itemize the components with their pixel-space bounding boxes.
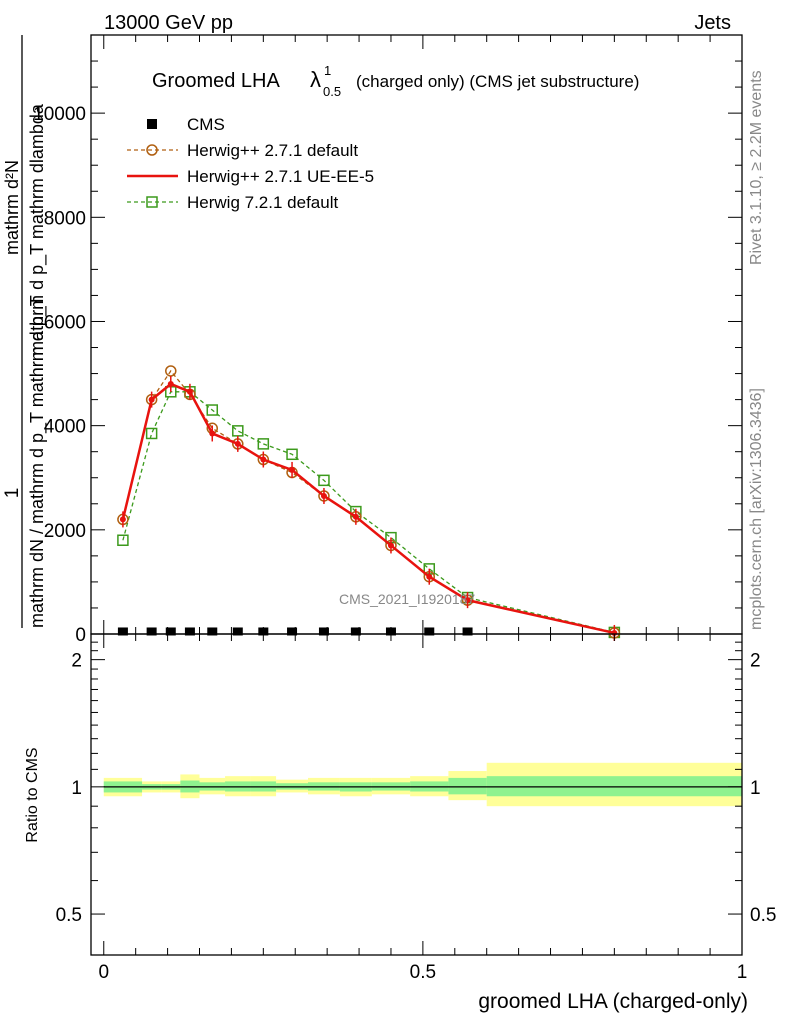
ratio-xlabel: groomed LHA (charged-only) — [478, 990, 748, 1013]
ylabel-one: 1 — [2, 488, 23, 499]
data-point — [350, 627, 361, 636]
ratio-ytick-label: 0.5 — [56, 905, 82, 926]
data-point — [146, 627, 157, 636]
ratio-frame — [90, 633, 743, 956]
title-rest: (charged only) (CMS jet substructure) — [356, 72, 639, 91]
data-point — [385, 627, 396, 636]
ratio-ytick-label: 1 — [71, 778, 82, 799]
data-point — [232, 425, 244, 437]
data-point — [165, 365, 177, 377]
series-2 — [119, 375, 618, 641]
data-point — [287, 627, 298, 636]
data-point — [165, 627, 176, 636]
main-ytick-label: 0 — [75, 625, 86, 646]
series-line-3 — [122, 391, 615, 634]
legend-label-1: Herwig++ 2.7.1 default — [187, 141, 358, 160]
ratio-ytick-label-right: 1 — [750, 778, 761, 799]
ratio-xtick-label: 0.5 — [410, 962, 436, 983]
data-point — [145, 427, 158, 440]
watermark: CMS_2021_I1920187 — [339, 591, 475, 607]
main-ytick-label: 6000 — [44, 312, 86, 333]
main-ytick-label: 8000 — [44, 208, 86, 229]
ratio-ylabel: Ratio to CMS — [24, 747, 41, 842]
data-point — [184, 627, 195, 636]
ylabel-numerator: mathrm d²N — [2, 160, 22, 255]
ratio-xtick-label: 1 — [737, 962, 748, 983]
ratio-ytick-label-right: 0.5 — [750, 905, 776, 926]
ratio-plot: 0.5 0.5 1 1 2 2 0 0.5 1 — [56, 633, 776, 983]
main-ylabel: 1 mathrm dN / mathrm d p_T mathrm d p_T … — [2, 35, 48, 628]
data-point — [232, 627, 243, 636]
ylabel-frac-text: mathrm dN / mathrm d p_T mathrm d p_T — [27, 295, 48, 628]
data-point — [258, 627, 269, 636]
title-symbol: λ — [310, 67, 321, 92]
legend-label-2: Herwig++ 2.7.1 UE-EE-5 — [187, 167, 374, 186]
legend-marker-herwigpp-default — [146, 144, 158, 156]
title-sup: 1 — [324, 63, 331, 78]
data-point — [462, 627, 473, 636]
title-sub: 0.5 — [323, 84, 341, 99]
header-right: Jets — [694, 12, 731, 34]
data-point — [117, 534, 129, 546]
title-main: Groomed LHA — [152, 70, 280, 92]
main-plot: 0 2000 4000 6000 8000 10000 — [33, 34, 743, 646]
main-ytick-label: 10000 — [33, 104, 86, 125]
ylabel-denominator: mathrm d p_T mathrm dlambda — [27, 103, 48, 356]
legend-label-3: Herwig 7.2.1 default — [187, 193, 338, 212]
data-point — [117, 627, 128, 636]
legend-marker-cms — [147, 119, 157, 129]
data-point — [257, 438, 270, 450]
legend: CMS Herwig++ 2.7.1 default Herwig++ 2.7.… — [127, 115, 374, 212]
data-point — [207, 627, 218, 636]
ratio-xtick-label: 0 — [98, 962, 109, 983]
ratio-ytick-label: 2 — [71, 651, 82, 672]
main-ytick-label: 2000 — [44, 521, 86, 542]
data-point — [206, 404, 219, 416]
legend-marker-herwig7 — [146, 196, 158, 208]
data-point — [286, 448, 298, 461]
ratio-band-green — [448, 777, 487, 795]
ratio-ytick-label-right: 2 — [750, 651, 761, 672]
series-0 — [117, 627, 473, 636]
header-left: 13000 GeV pp — [104, 12, 233, 34]
legend-label-0: CMS — [187, 115, 225, 134]
series-line-2 — [121, 382, 615, 635]
main-title: Groomed LHA λ 1 0.5 (charged only) (CMS … — [152, 63, 639, 99]
data-point — [318, 474, 330, 487]
mcplots-label: mcplots.cern.ch [arXiv:1306.3436] — [748, 388, 765, 630]
rivet-label: Rivet 3.1.10, ≥ 2.2M events — [748, 70, 765, 265]
data-point — [318, 627, 329, 636]
data-point — [424, 627, 435, 636]
ratio-band-green — [486, 776, 742, 797]
main-ytick-label: 4000 — [44, 417, 86, 438]
